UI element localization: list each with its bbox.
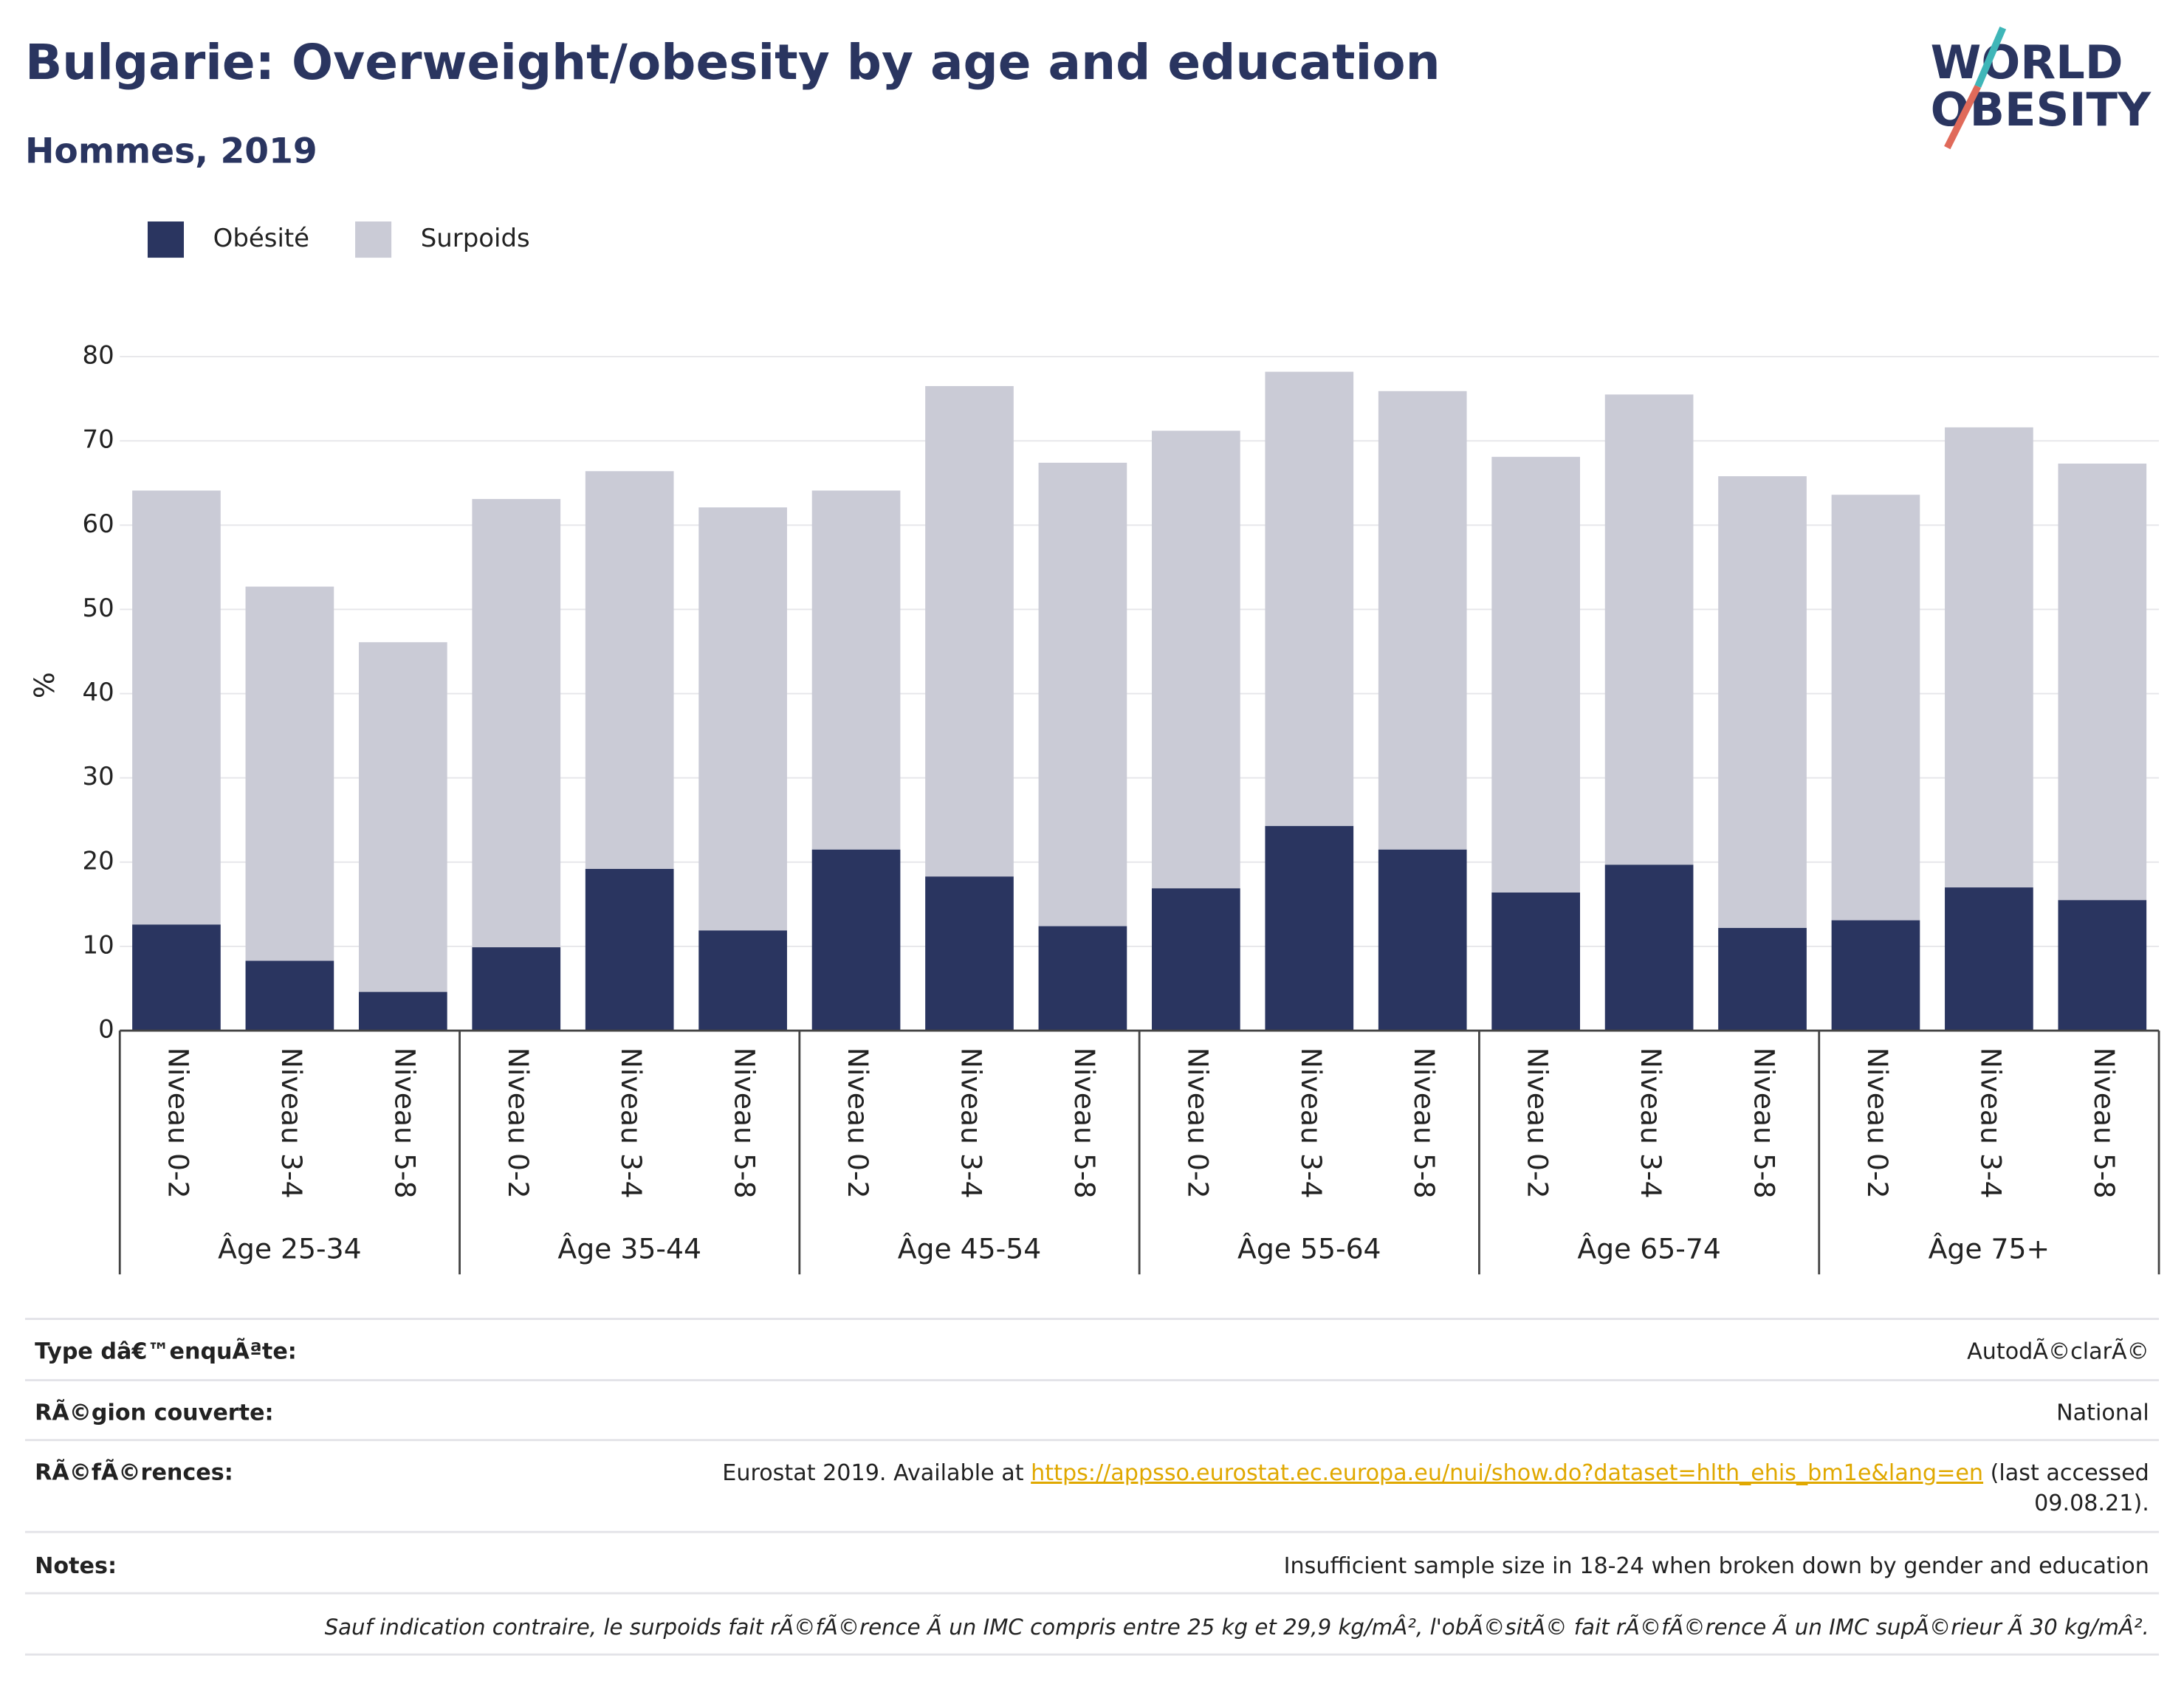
x-tick-label: Niveau 3-4 xyxy=(615,1048,648,1199)
bar-segment xyxy=(2058,900,2147,1031)
bar-segment xyxy=(585,471,674,869)
bar-segment xyxy=(1265,825,1354,1031)
y-tick-label: 0 xyxy=(98,1015,114,1045)
x-tick-label: Niveau 0-2 xyxy=(162,1048,194,1199)
bar-segment xyxy=(925,385,1014,877)
bar-segment xyxy=(698,930,787,1031)
bar-segment xyxy=(1152,888,1240,1031)
group-label: Âge 75+ xyxy=(1929,1233,2050,1265)
group-label: Âge 25-34 xyxy=(218,1233,362,1265)
y-tick-label: 10 xyxy=(83,930,114,960)
x-tick-label: Niveau 5-8 xyxy=(1748,1048,1781,1199)
bar-segment xyxy=(811,849,901,1031)
bar-segment xyxy=(698,507,787,931)
disclaimer: Sauf indication contraire, le surpoids f… xyxy=(325,1614,2149,1640)
references-text: Eurostat 2019. Available at xyxy=(722,1460,1031,1485)
footer-label: Notes: xyxy=(35,1553,117,1579)
footer-value: Insufficient sample size in 18-24 when b… xyxy=(1284,1553,2149,1579)
y-tick-label: 70 xyxy=(83,425,114,455)
bar-segment xyxy=(472,947,561,1031)
logo-slash xyxy=(1944,84,1982,150)
legend-swatch xyxy=(147,221,185,258)
x-tick-label: Niveau 5-8 xyxy=(1408,1048,1440,1199)
y-tick-label: 20 xyxy=(83,846,114,876)
x-tick-label: Niveau 5-8 xyxy=(1068,1048,1101,1199)
y-tick-label: 80 xyxy=(83,341,114,371)
references-value: Eurostat 2019. Available at https://apps… xyxy=(722,1460,2149,1485)
chart-subtitle: Hommes, 2019 xyxy=(25,131,317,172)
bar-segment xyxy=(925,876,1014,1031)
x-tick-label: Niveau 3-4 xyxy=(1974,1048,2007,1199)
x-tick-label: Niveau 0-2 xyxy=(502,1048,535,1199)
group-label: Âge 65-74 xyxy=(1577,1233,1721,1265)
bar-segment xyxy=(811,490,901,850)
x-tick-label: Niveau 3-4 xyxy=(955,1048,987,1199)
bar-segment xyxy=(1378,849,1467,1031)
references-link[interactable]: https://appsso.eurostat.ec.europa.eu/nui… xyxy=(1031,1460,1983,1485)
legend-swatch xyxy=(355,221,392,258)
footer-label: RÃ©gion couverte: xyxy=(35,1398,273,1426)
bar-segment xyxy=(2058,463,2147,901)
footer-value: National xyxy=(2056,1400,2149,1426)
footer-value: AutodÃ©clarÃ© xyxy=(1967,1338,2149,1364)
bar-segment xyxy=(1831,495,1920,921)
y-tick-label: 60 xyxy=(83,509,114,539)
references-value: 09.08.21). xyxy=(2034,1491,2149,1516)
bar-segment xyxy=(132,490,221,925)
bar-segment xyxy=(1152,430,1240,889)
chart-title: Bulgarie: Overweight/obesity by age and … xyxy=(25,34,1440,91)
x-tick-label: Niveau 3-4 xyxy=(1295,1048,1328,1199)
group-label: Âge 45-54 xyxy=(898,1233,1042,1265)
bar-segment xyxy=(1718,476,1807,928)
bar-segment xyxy=(245,960,334,1031)
x-tick-label: Niveau 0-2 xyxy=(1861,1048,1894,1199)
y-tick-label: 50 xyxy=(83,594,114,623)
bar-segment xyxy=(1831,920,1920,1031)
bar-segment xyxy=(1038,462,1127,926)
bar-segment xyxy=(1491,456,1580,893)
bar-segment xyxy=(1378,391,1467,850)
y-tick-label: 30 xyxy=(83,762,114,791)
group-label: Âge 35-44 xyxy=(557,1233,701,1265)
x-tick-label: Niveau 5-8 xyxy=(388,1048,421,1199)
bar-segment xyxy=(1491,892,1580,1031)
x-tick-label: Niveau 5-8 xyxy=(729,1048,761,1199)
x-tick-label: Niveau 3-4 xyxy=(275,1048,308,1199)
bar-segment xyxy=(1604,864,1694,1031)
y-axis-label: % xyxy=(28,672,61,698)
group-label: Âge 55-64 xyxy=(1237,1233,1381,1265)
logo-line: WORLD xyxy=(1931,35,2123,89)
bar-segment xyxy=(358,991,447,1031)
bar-segment xyxy=(1604,394,1694,865)
bar-segment xyxy=(132,924,221,1031)
footer-label: Type dâ€™enquÃªte: xyxy=(35,1337,297,1364)
bar-segment xyxy=(1718,927,1807,1031)
bar-segment xyxy=(1265,371,1354,826)
references-text: (last accessed xyxy=(1983,1460,2149,1485)
bar-segment xyxy=(472,498,561,948)
footer-label: RÃ©fÃ©rences: xyxy=(35,1458,233,1485)
bar-segment xyxy=(245,586,334,961)
bar-segment xyxy=(1945,427,2033,888)
bar-segment xyxy=(585,868,674,1031)
x-tick-label: Niveau 0-2 xyxy=(1181,1048,1214,1199)
bar-segment xyxy=(1945,887,2033,1031)
bar-segment xyxy=(1038,926,1127,1031)
legend-label: Obésité xyxy=(213,224,309,253)
logo-slash xyxy=(1974,26,2007,88)
bar-segment xyxy=(358,642,447,992)
x-tick-label: Niveau 5-8 xyxy=(2088,1048,2121,1199)
legend-label: Surpoids xyxy=(421,224,530,253)
y-tick-label: 40 xyxy=(83,678,114,707)
x-tick-label: Niveau 0-2 xyxy=(1522,1048,1554,1199)
x-tick-label: Niveau 3-4 xyxy=(1635,1048,1667,1199)
x-tick-label: Niveau 0-2 xyxy=(842,1048,874,1199)
